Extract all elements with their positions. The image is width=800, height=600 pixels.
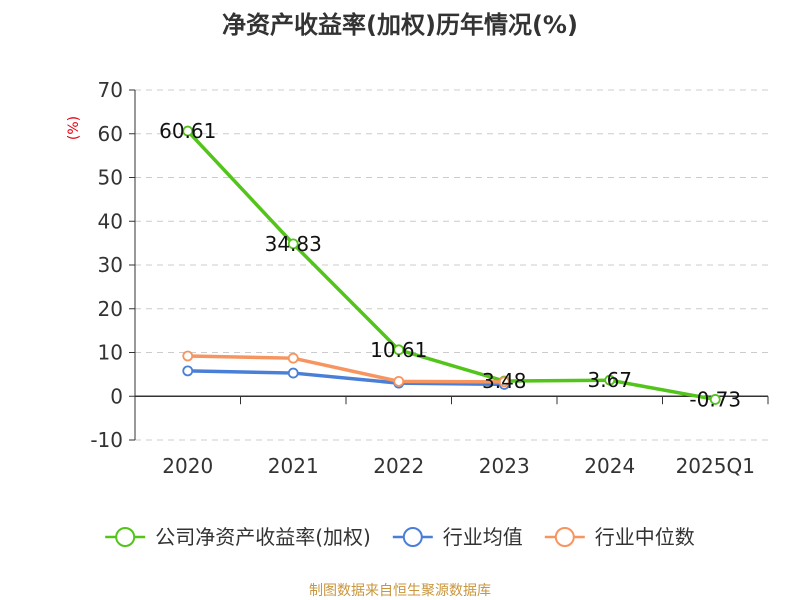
legend-marker [554, 527, 575, 547]
legend-item: 行业均值 [392, 525, 523, 549]
legend-label: 公司净资产收益率(加权) [155, 525, 371, 549]
series-line [186, 369, 506, 387]
x-tick-label: 2023 [479, 454, 530, 478]
y-axis-unit-label: (%) [66, 116, 82, 140]
data-point [287, 367, 299, 379]
data-point [393, 375, 405, 387]
legend-label: 行业均值 [443, 525, 523, 549]
y-tick-label: 10 [98, 341, 123, 365]
data-point [182, 125, 194, 137]
data-label-layer: 60.61 34.83 10.61 3.48 3.67 -0.73 [159, 119, 741, 411]
y-tick-label: 40 [98, 209, 123, 233]
grid-layer [135, 89, 768, 441]
data-label: 34.83 [265, 232, 322, 256]
x-tick-label: 2021 [268, 454, 319, 478]
data-point [287, 352, 299, 364]
y-tick-label: -10 [90, 428, 123, 452]
y-tick-label: 20 [98, 297, 123, 321]
legend-marker [115, 527, 136, 547]
data-point [709, 394, 721, 405]
data-point [287, 238, 299, 250]
x-tick-label: 2022 [373, 454, 424, 478]
data-label: 3.67 [587, 368, 632, 392]
legend-label: 行业中位数 [595, 525, 695, 549]
data-point [393, 344, 405, 356]
data-label: 3.48 [482, 369, 527, 393]
y-tick-label: 70 [98, 78, 123, 102]
data-label: 10.61 [370, 338, 427, 362]
y-tick-label: 50 [98, 166, 123, 190]
data-point [604, 374, 616, 386]
chart-title: 净资产收益率(加权)历年情况(%) [222, 11, 578, 39]
series-layer [182, 125, 721, 405]
y-tick-label: 60 [98, 122, 123, 146]
series-line [186, 129, 717, 402]
x-tick-label: 2020 [162, 454, 213, 478]
legend-item: 行业中位数 [544, 525, 695, 549]
y-tick-label: 0 [110, 384, 123, 408]
data-point [182, 365, 194, 377]
data-label: 60.61 [159, 119, 216, 143]
data-point [498, 376, 510, 388]
legend-marker [402, 527, 423, 547]
x-tick-label: 2024 [584, 454, 635, 478]
legend-item: 公司净资产收益率(加权) [105, 525, 371, 549]
series-line [186, 354, 506, 384]
data-point [182, 350, 194, 362]
x-tick-label: 2025Q1 [676, 454, 755, 478]
data-label: -0.73 [689, 387, 741, 411]
y-tick-label: 30 [98, 253, 123, 277]
legend: 公司净资产收益率(加权) 行业均值 行业中位数 [105, 525, 695, 549]
axis-layer: 70 60 50 40 30 20 10 0 -10 2020 2021 2022 2023 2024 20… [90, 78, 769, 478]
source-note: 制图数据来自恒生聚源数据库 [309, 583, 491, 599]
